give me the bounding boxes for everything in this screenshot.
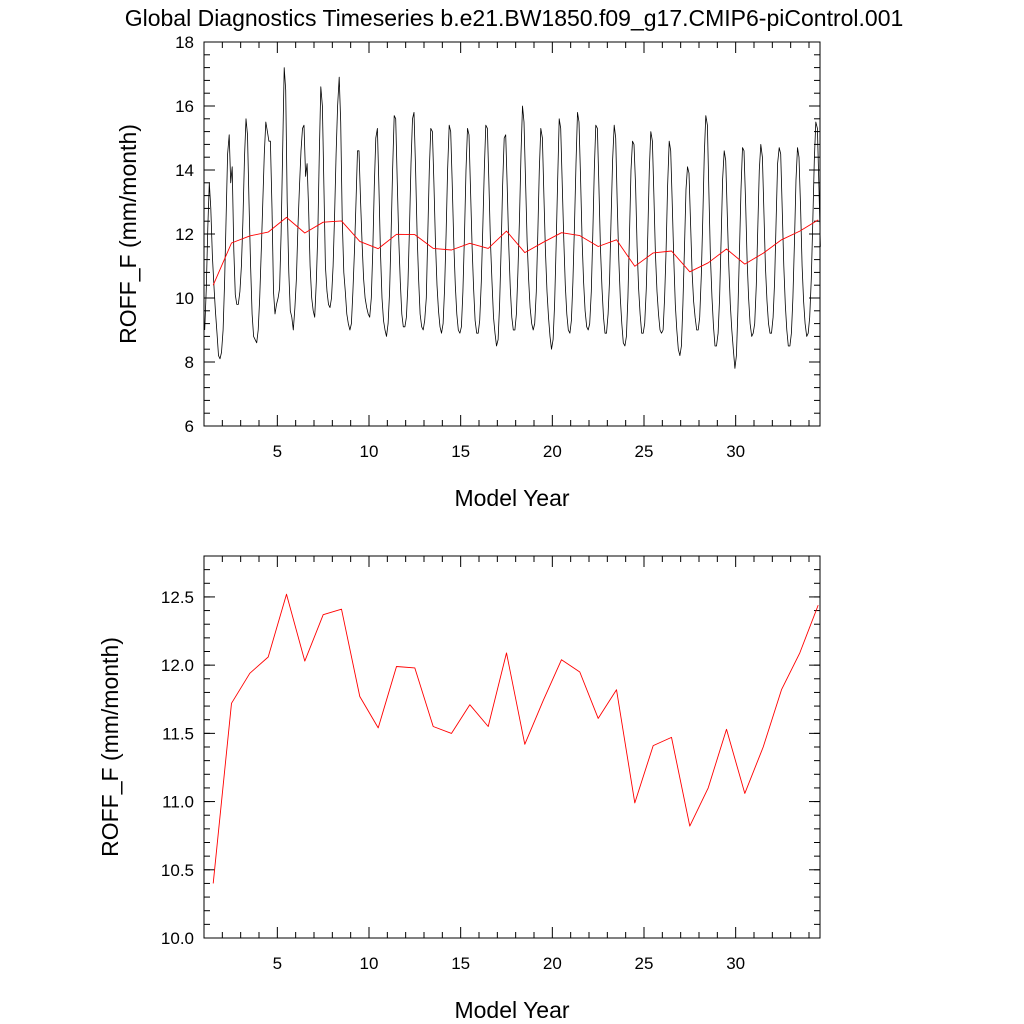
x-tick-label: 20 [543, 442, 562, 461]
bottom-panel: 5 10 15 20 25 30 10.0 10.5 11.0 11.5 12.0 12.5 Model… [97, 555, 821, 1023]
x-axis-label: Model Year [454, 997, 569, 1023]
y-tick-label: 10 [175, 289, 194, 308]
x-tick-label: 25 [635, 954, 654, 973]
annual-series-line [212, 593, 819, 884]
x-tick-label: 30 [726, 442, 745, 461]
y-axis-label: ROFF_F (mm/month) [115, 124, 141, 344]
annual-series-line [212, 216, 819, 286]
plot-frame [203, 555, 821, 939]
y-tick-label: 6 [185, 417, 194, 436]
y-tick-label: 18 [175, 33, 194, 52]
y-tick-label: 11.5 [162, 724, 194, 743]
x-axis-label: Model Year [454, 485, 569, 511]
chart-title: Global Diagnostics Timeseries b.e21.BW18… [125, 5, 904, 31]
y-tick-label: 10.0 [161, 929, 194, 948]
x-tick-label: 10 [360, 954, 379, 973]
x-tick-label: 10 [360, 442, 379, 461]
x-tick-label: 15 [451, 954, 470, 973]
x-tick-label: 5 [273, 442, 282, 461]
y-tick-label: 10.5 [161, 861, 194, 880]
y-tick-label: 12 [175, 225, 194, 244]
monthly-series-line [204, 67, 821, 369]
x-tick-label: 15 [451, 442, 470, 461]
y-tick-label: 12.0 [161, 656, 194, 675]
x-tick-label: 25 [635, 442, 654, 461]
y-tick-label: 12.5 [161, 588, 194, 607]
x-tick-label: 5 [273, 954, 282, 973]
x-tick-label: 30 [726, 954, 745, 973]
y-tick-label: 8 [185, 353, 194, 372]
y-tick-label: 14 [175, 161, 194, 180]
y-tick-label: 11.0 [162, 793, 194, 812]
top-panel: 5 10 15 20 25 30 6 8 10 12 14 16 18 Model Year ROFF_F … [115, 33, 821, 511]
x-tick-label: 20 [543, 954, 562, 973]
y-axis-label: ROFF_F (mm/month) [97, 637, 123, 857]
y-tick-label: 16 [175, 97, 194, 116]
